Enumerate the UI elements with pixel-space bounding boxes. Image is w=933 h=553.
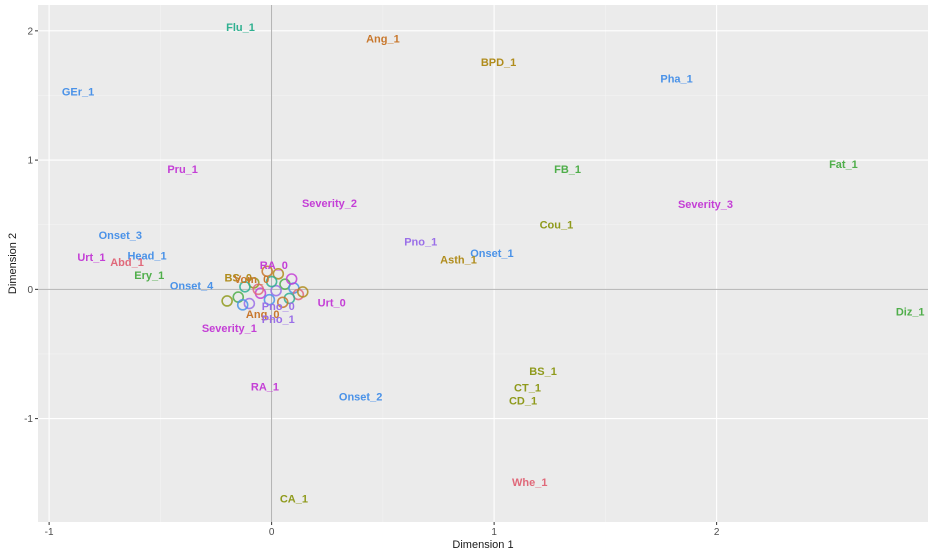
cluster-mark [270,284,282,297]
point-label: Onset_3 [99,230,142,242]
point-label: Ang_1 [366,34,400,46]
point-label: BS_1 [529,366,557,378]
point-label: Onset_1 [470,248,513,260]
point-label: CD_1 [509,396,537,408]
cluster-mark [263,293,276,306]
point-label: FB_1 [554,164,581,176]
point-label: Cou_1 [540,220,574,232]
x-axis-title: Dimension 1 [452,539,513,551]
point-label: BS_0 [224,273,252,285]
y-tick-label: 1 [27,156,33,167]
point-label: Pru_1 [167,164,198,176]
point-label: Pho_1 [262,314,295,326]
y-axis-title: Dimension 2 [7,233,19,294]
point-label: CT_1 [514,383,541,395]
point-label: Onset_2 [339,392,382,404]
cluster-mark [221,295,233,307]
point-label: Onset_4 [170,280,214,292]
y-tick-label: 2 [27,26,33,37]
point-label: GEr_1 [62,87,94,99]
x-axis-ticks: -1 0 1 2 [45,522,720,538]
point-label: CA_1 [280,494,308,506]
point-label: Severity_3 [678,199,733,211]
point-label: Flu_1 [226,22,255,34]
y-tick-label: -1 [24,414,33,425]
point-label: Severity_2 [302,198,357,210]
x-tick-label: 0 [269,527,275,538]
cluster-mark [265,275,278,288]
point-label: Urt_1 [77,252,105,264]
point-label: Vom_0 [234,274,269,286]
point-label: Fat_1 [829,159,858,171]
cluster-mark [276,296,289,309]
x-tick-label: 2 [714,527,720,538]
point-label: Diz_1 [896,306,925,318]
y-tick-label: 0 [27,285,33,296]
cluster-mark [272,268,285,280]
cluster-mark [252,283,265,296]
reference-lines [38,5,928,522]
point-label: Whe_1 [512,477,547,489]
x-tick-label: -1 [45,527,54,538]
point-label: RA_1 [251,381,279,393]
point-label: RA_0 [260,260,288,272]
cluster-mark [236,299,249,311]
point-label: Pno_1 [404,237,437,249]
y-axis-ticks: -1 0 1 2 [24,26,38,425]
cluster-mark [285,273,298,285]
cluster-mark [243,297,256,310]
point-label: Head_1 [127,251,166,263]
cluster-mark [261,265,273,278]
point-label: Abd_1 [110,257,144,269]
point-label: BPD_1 [481,57,516,69]
point-labels: Flu_1 Ang_1 BPD_1 Pha_1 GEr_1 Fat_1 Pru_1 FB_1 S… [62,22,925,506]
point-label: Pno_0 [262,301,295,313]
cluster-mark [296,286,309,298]
point-label: Asth_1 [440,255,477,267]
plot-panel [38,5,928,522]
cluster-mark [239,280,251,293]
point-label: Urt_0 [318,297,346,309]
minor-gridlines [38,5,928,522]
overlapping-labels-cluster [221,265,309,311]
x-tick-label: 1 [491,527,497,538]
point-label: Pha_1 [660,74,692,86]
point-label: Severity_1 [202,323,257,335]
point-label: Ery_1 [134,270,164,282]
point-label: Ang_0 [246,309,280,321]
